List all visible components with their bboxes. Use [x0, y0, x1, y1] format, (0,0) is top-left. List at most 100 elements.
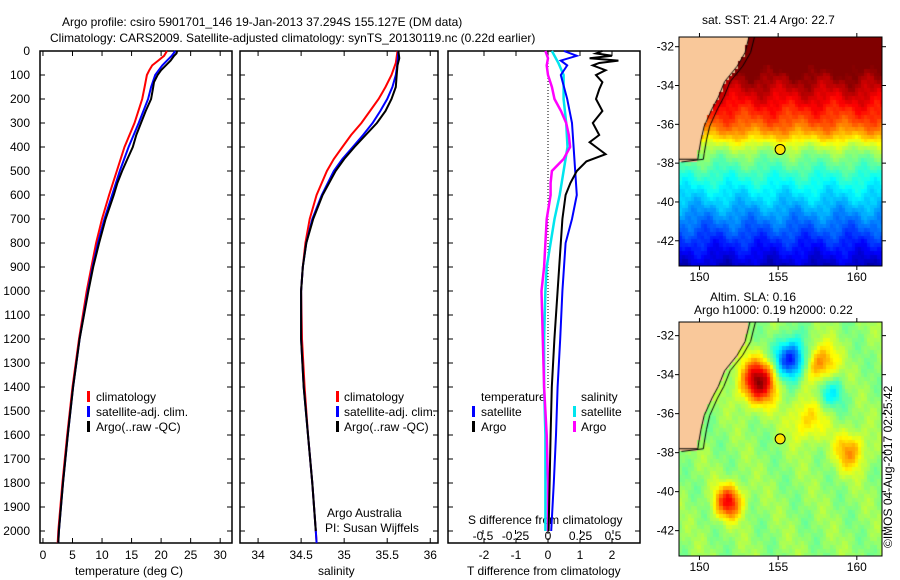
credit-pi: PI: Susan Wijffels [325, 521, 419, 535]
depth-tick-label: 2000 [3, 524, 30, 538]
lon-tick-label: 155 [768, 560, 788, 574]
salinity-xlabel: salinity [318, 564, 355, 578]
x-tick-label: 36 [424, 548, 438, 562]
depth-tick-label: 1800 [3, 476, 30, 490]
legend-label-climatology: climatology [96, 390, 156, 404]
x-tick-label: 5 [69, 548, 76, 562]
legend-swatch-argo [336, 421, 339, 432]
x-tick-label: -1 [511, 548, 522, 562]
x-tick-label: 35.5 [376, 548, 400, 562]
panel-frame-temperature [39, 50, 233, 544]
legend-swatch-climatology [87, 391, 90, 402]
salinity-line-climatology [300, 50, 399, 544]
x-tick-label: 25 [184, 548, 198, 562]
depth-tick-label: 1100 [4, 308, 30, 322]
legend-swatch-s-argo [573, 421, 576, 432]
depth-tick-label: 800 [10, 236, 30, 250]
depth-tick-label: 100 [10, 68, 30, 82]
depth-tick-label: 1500 [3, 404, 30, 418]
panel-frame-difference [447, 50, 641, 544]
depth-tick-label: 300 [10, 116, 30, 130]
lat-tick-label: -40 [657, 485, 675, 499]
lat-tick-label: -38 [657, 156, 675, 170]
depth-tick-label: 0 [23, 44, 30, 58]
legend-header-salinity: salinity [581, 390, 618, 404]
legend-label-satellite: satellite-adj. clim. [96, 405, 188, 419]
lat-tick-label: -40 [657, 195, 675, 209]
lat-tick-label: -34 [657, 368, 675, 382]
salinity-legend: climatology satellite-adj. clim. Argo(..… [336, 390, 436, 434]
lat-tick-label: -32 [657, 40, 675, 54]
lat-tick-label: -42 [657, 234, 675, 248]
lat-tick-label: -38 [657, 446, 675, 460]
depth-tick-label: 900 [10, 260, 30, 274]
tdiff-xlabel: T difference from climatology [467, 564, 621, 578]
depth-tick-label: 600 [10, 188, 30, 202]
x-tick-label: 30 [214, 548, 228, 562]
lon-tick-label: 160 [847, 560, 867, 574]
legend-label-t-satellite: satellite [481, 405, 522, 419]
legend-header-temperature: temperature [481, 390, 546, 404]
s-tick-label: 0.25 [569, 529, 593, 543]
x-tick-label: -2 [479, 548, 490, 562]
sla-map-subtitle: Argo h1000: 0.19 h2000: 0.22 [694, 303, 853, 317]
legend-label-t-argo: Argo [481, 420, 507, 434]
title-line-1: Argo profile: csiro 5901701_146 19-Jan-2… [62, 15, 462, 29]
depth-tick-label: 400 [10, 140, 30, 154]
lon-tick-label: 155 [768, 270, 788, 284]
x-tick-label: 35 [337, 548, 351, 562]
x-tick-label: 0 [545, 548, 552, 562]
float-position-marker [774, 143, 786, 155]
lon-tick-label: 150 [689, 270, 709, 284]
lat-tick-label: -34 [657, 79, 675, 93]
depth-tick-label: 1700 [3, 452, 30, 466]
s-tick-label: -0.5 [473, 529, 494, 543]
depth-tick-label: 1000 [3, 284, 30, 298]
x-tick-label: 20 [154, 548, 168, 562]
credit-institution: Argo Australia [327, 506, 402, 520]
legend-swatch-satellite [87, 406, 90, 417]
legend-swatch-climatology [336, 391, 339, 402]
x-tick-label: 0 [40, 548, 47, 562]
sst-map-title: sat. SST: 21.4 Argo: 22.7 [702, 13, 835, 27]
depth-tick-label: 500 [10, 164, 30, 178]
s-tick-label: 0.5 [605, 529, 622, 543]
legend-label-climatology: climatology [344, 390, 404, 404]
x-tick-label: 1 [577, 548, 584, 562]
depth-tick-label: 1200 [3, 332, 30, 346]
lat-tick-label: -36 [657, 117, 675, 131]
x-tick-label: 34.5 [289, 548, 313, 562]
title-line-2: Climatology: CARS2009. Satellite-adjuste… [50, 31, 535, 45]
sla-map-title: Altim. SLA: 0.16 [710, 290, 796, 304]
panel-frame-salinity [239, 50, 439, 544]
depth-tick-label: 1900 [3, 500, 30, 514]
temperature-xlabel: temperature (deg C) [75, 564, 183, 578]
legend-swatch-satellite [336, 406, 339, 417]
float-position-marker [774, 433, 786, 445]
salinity-line-satellite [300, 50, 400, 544]
tdiff-line-satellite [550, 50, 580, 532]
lon-tick-label: 160 [847, 270, 867, 284]
legend-label-s-satellite: satellite [581, 405, 622, 419]
footer-timestamp: ©IMOS 04-Aug-2017 02:25:42 [881, 385, 895, 548]
temperature-line-climatology [56, 50, 168, 544]
temperature-legend: climatology satellite-adj. clim. Argo(..… [87, 390, 188, 434]
legend-label-argo: Argo(..raw -QC) [96, 420, 181, 434]
lon-tick-label: 150 [689, 560, 709, 574]
depth-tick-label: 1600 [3, 428, 30, 442]
legend-swatch-t-argo [472, 421, 475, 432]
depth-tick-label: 1300 [3, 356, 30, 370]
temperature-line-argo [57, 50, 179, 544]
legend-label-argo: Argo(..raw -QC) [344, 420, 429, 434]
tdiff-line-argo [547, 50, 619, 532]
sdiff-line-argo [540, 50, 572, 531]
depth-tick-label: 700 [10, 212, 30, 226]
depth-tick-label: 200 [10, 92, 30, 106]
legend-swatch-argo [87, 421, 90, 432]
lat-tick-label: -42 [657, 524, 675, 538]
x-tick-label: 2 [609, 548, 616, 562]
legend-label-satellite: satellite-adj. clim. [344, 405, 436, 419]
legend-label-s-argo: Argo [581, 420, 607, 434]
